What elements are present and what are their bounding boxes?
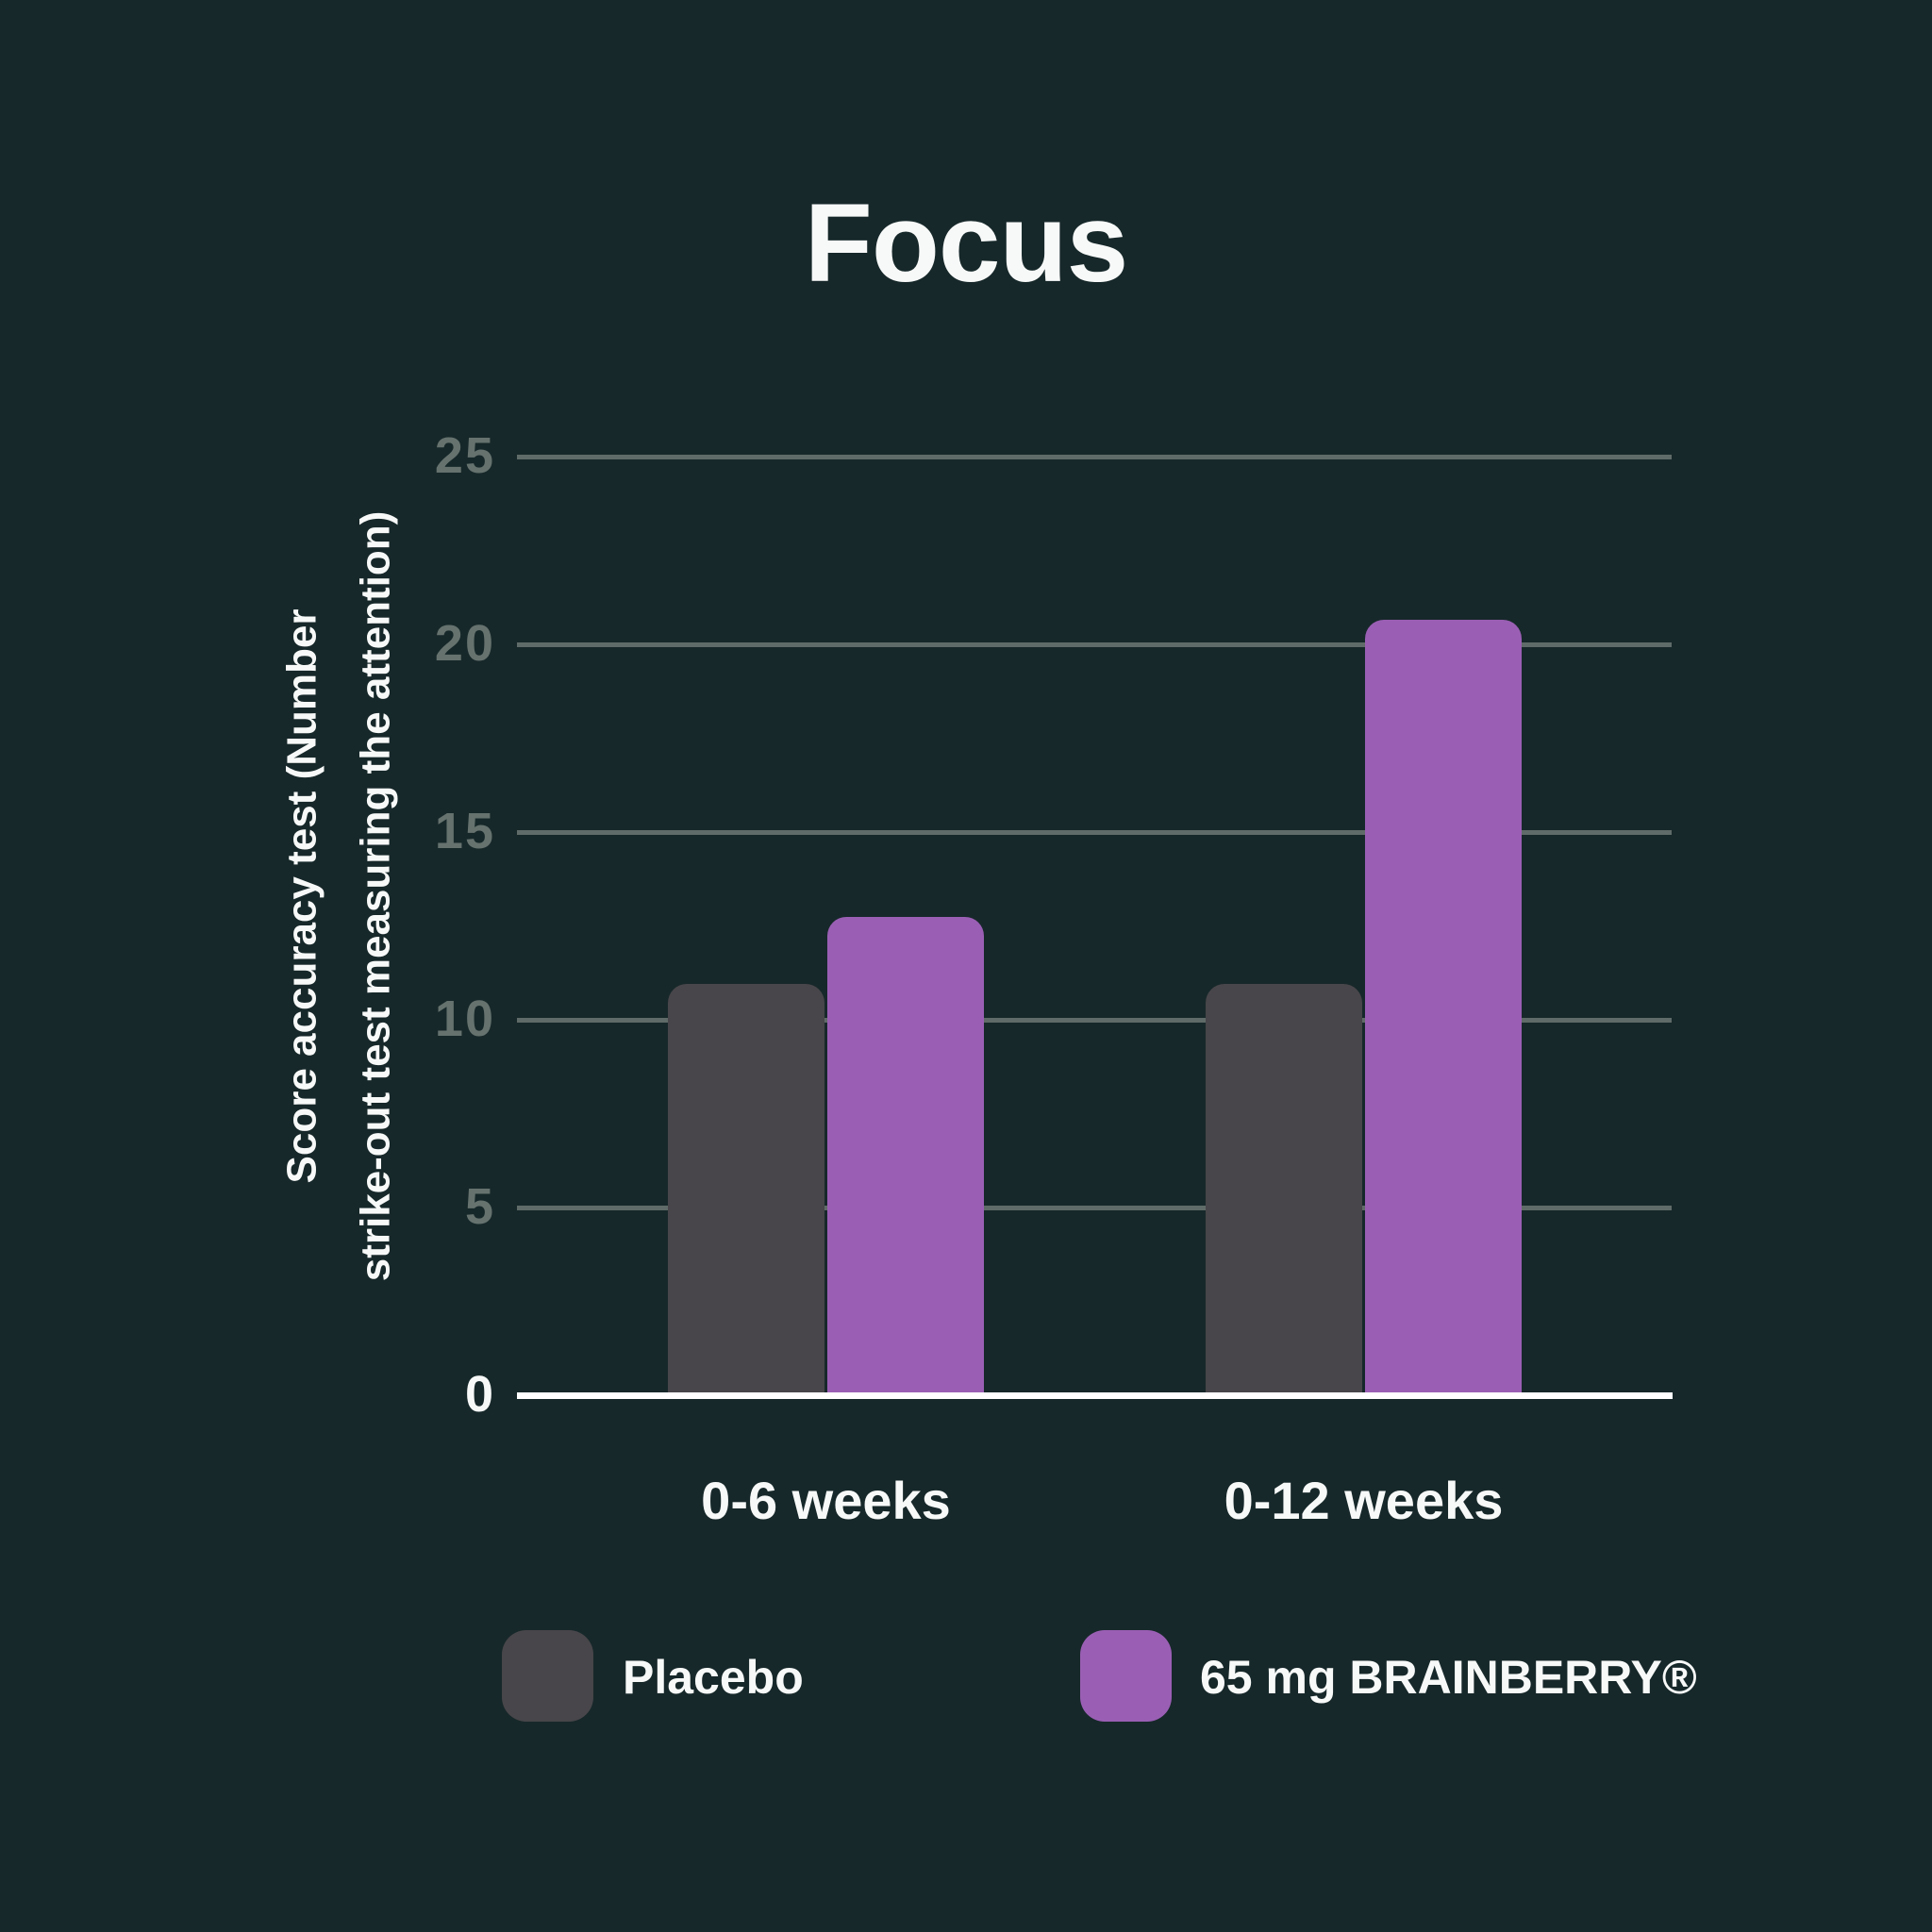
legend-label-brainberry: 65 mg BRAINBERRY® <box>1200 1651 1697 1704</box>
bar-brainberry-0-6-weeks <box>827 917 984 1393</box>
gridline-20 <box>517 641 1672 647</box>
y-axis-title-line1: Score accuracy test (Number <box>278 608 325 1184</box>
bar-placebo-0-6-weeks <box>668 984 824 1393</box>
legend-swatch-brainberry <box>1080 1630 1172 1722</box>
chart-title: Focus <box>804 181 1129 306</box>
y-tick-label-25: 25 <box>434 426 495 484</box>
gridline-5 <box>517 1205 1672 1210</box>
bar-brainberry-0-12-weeks <box>1365 620 1522 1393</box>
gridline-25 <box>517 454 1672 459</box>
x-axis-label-0-6-weeks: 0-6 weeks <box>701 1471 951 1530</box>
y-tick-label-5: 5 <box>464 1177 495 1235</box>
legend-label-placebo: Placebo <box>623 1651 804 1704</box>
gridline-15 <box>517 829 1672 835</box>
bar-placebo-0-12-weeks <box>1206 984 1362 1393</box>
legend-swatch-placebo <box>502 1630 593 1722</box>
y-tick-label-15: 15 <box>434 802 495 859</box>
y-tick-label-10: 10 <box>434 990 495 1047</box>
gridline-10 <box>517 1017 1672 1023</box>
y-tick-label-20: 20 <box>434 614 495 672</box>
y-tick-label-0: 0 <box>464 1365 495 1423</box>
x-axis-label-0-12-weeks: 0-12 weeks <box>1224 1471 1504 1530</box>
x-axis-line <box>517 1392 1673 1399</box>
